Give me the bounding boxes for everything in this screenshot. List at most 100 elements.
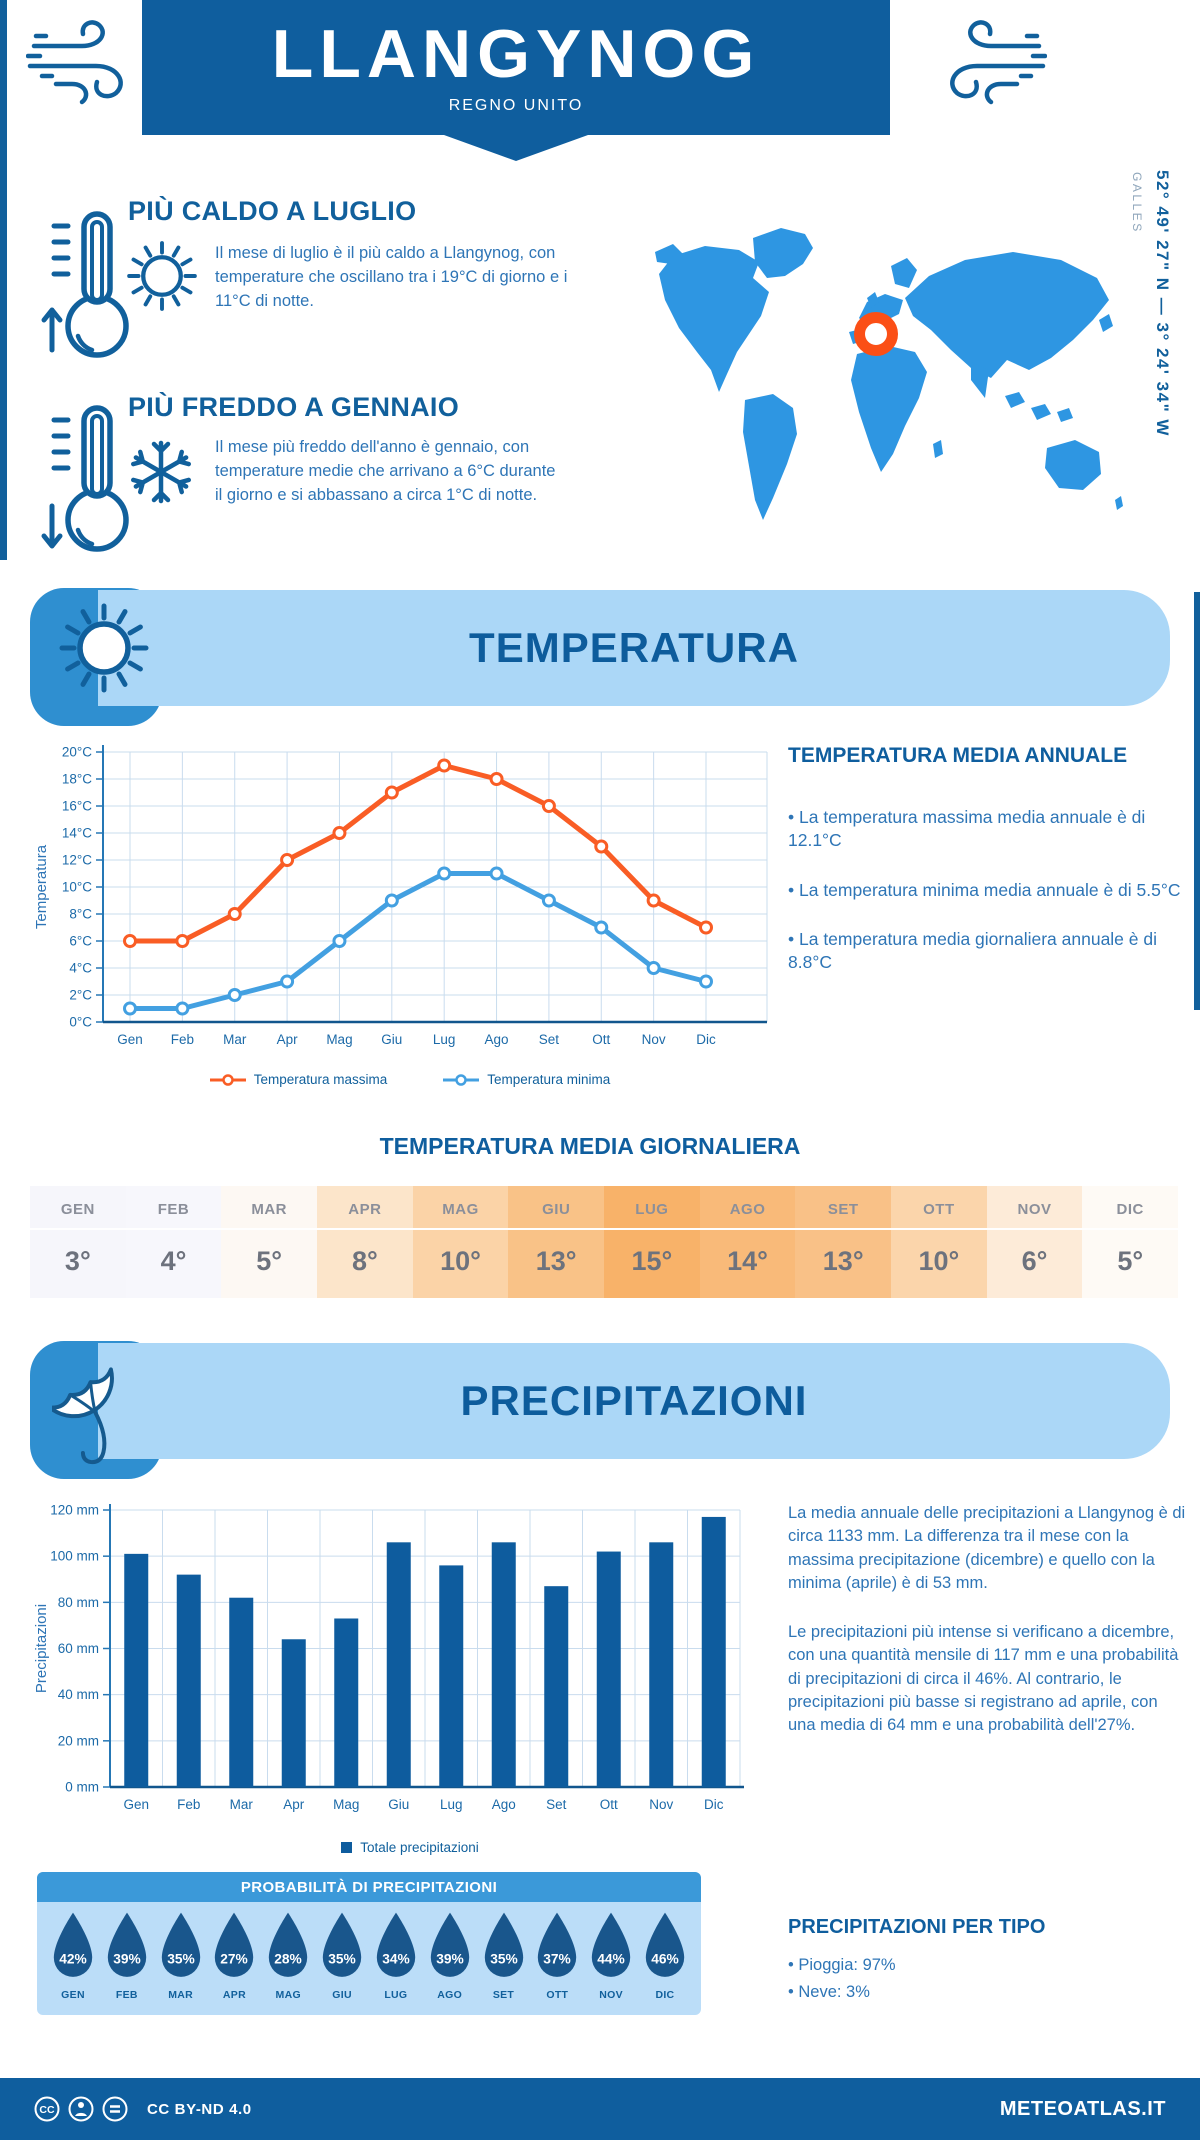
annual-temperature-bullets: • La temperatura massima media annuale è… [788, 806, 1186, 1000]
legend-item: Temperatura massima [209, 1072, 387, 1087]
precipitation-banner-title: PRECIPITAZIONI [460, 1377, 808, 1424]
svg-text:CC: CC [39, 2104, 55, 2116]
svg-text:20°C: 20°C [62, 745, 92, 760]
svg-text:20 mm: 20 mm [58, 1733, 99, 1748]
month-column: GEN 3° [30, 1186, 126, 1298]
page-title: LLANGYNOG [271, 16, 761, 92]
svg-text:Dic: Dic [696, 1032, 716, 1047]
thermometer-up-icon [41, 211, 129, 358]
snowflake-icon [131, 440, 191, 504]
svg-text:6°C: 6°C [69, 934, 92, 949]
svg-text:2°C: 2°C [69, 988, 92, 1003]
svg-text:0°C: 0°C [69, 1015, 92, 1030]
svg-text:18°C: 18°C [62, 772, 92, 787]
raindrop-icon: 35% SET [478, 1910, 530, 2001]
sun-icon [127, 241, 197, 311]
month-value: 4° [125, 1228, 222, 1298]
svg-text:39%: 39% [113, 1952, 141, 1967]
svg-text:44%: 44% [597, 1952, 625, 1967]
svg-text:Ott: Ott [600, 1797, 618, 1812]
wind-icon [26, 20, 123, 105]
sun-icon [59, 603, 149, 693]
precipitation-type-bullets: • Pioggia: 97% • Neve: 3% [788, 1952, 896, 2006]
line-chart-legend: Temperatura massima Temperatura minima [30, 1072, 790, 1087]
svg-text:35%: 35% [328, 1952, 356, 1967]
svg-text:42%: 42% [59, 1952, 87, 1967]
month-label: OTT [923, 1201, 955, 1218]
legend-item: Temperatura minima [443, 1072, 610, 1087]
raindrop-icon: 44% NOV [585, 1910, 637, 2001]
drop-month-label: APR [222, 1989, 246, 2001]
svg-text:Set: Set [539, 1032, 560, 1047]
umbrella-icon [52, 1367, 114, 1465]
month-value: 8° [317, 1228, 413, 1298]
svg-text:Set: Set [546, 1797, 567, 1812]
raindrop-icon: 35% GIU [316, 1910, 368, 2001]
svg-text:Mar: Mar [223, 1032, 247, 1047]
month-label: LUG [635, 1201, 669, 1218]
svg-text:80 mm: 80 mm [58, 1595, 99, 1610]
svg-text:14°C: 14°C [62, 826, 92, 841]
svg-text:28%: 28% [274, 1952, 302, 1967]
annual-temperature-heading: TEMPERATURA MEDIA ANNUALE [788, 744, 1128, 767]
raindrop-icon: 42% GEN [47, 1910, 99, 2001]
svg-text:Mag: Mag [333, 1797, 359, 1812]
svg-text:Feb: Feb [177, 1797, 200, 1812]
svg-text:4°C: 4°C [69, 961, 92, 976]
license-label: CC BY-ND 4.0 [147, 2100, 252, 2118]
type-bullet: • Neve: 3% [788, 1983, 870, 2002]
month-column: FEB 4° [125, 1186, 222, 1298]
footer-bar: CC CC BY-ND 4.0 METEOATLAS.IT [0, 2078, 1200, 2140]
svg-text:16°C: 16°C [62, 799, 92, 814]
drop-month-label: GEN [61, 1989, 85, 2001]
drop-month-label: OTT [546, 1989, 569, 2001]
right-border-rule [1194, 592, 1200, 1010]
svg-text:Mag: Mag [326, 1032, 352, 1047]
svg-text:12°C: 12°C [62, 853, 92, 868]
month-column: APR 8° [317, 1186, 413, 1298]
bar-chart-legend: Totale precipitazioni [30, 1840, 790, 1855]
month-column: DIC 5° [1082, 1186, 1179, 1298]
header-banner: LLANGYNOG REGNO UNITO [142, 0, 890, 135]
legend-label: Totale precipitazioni [360, 1840, 479, 1855]
drop-month-label: AGO [437, 1989, 463, 2001]
month-value: 10° [412, 1228, 509, 1298]
svg-text:39%: 39% [436, 1952, 464, 1967]
svg-text:27%: 27% [221, 1952, 249, 1967]
month-value: 5° [1082, 1228, 1179, 1298]
raindrop-icon: 39% AGO [424, 1910, 476, 2001]
temperature-line-chart: 0°C 2°C 4°C 6°C 8°C 10°C 12°C 14°C 16°C 18°C 20°C G… [33, 745, 768, 1047]
annual-bullet: • La temperatura minima media annuale è … [788, 879, 1181, 900]
coldest-month-text: Il mese più freddo dell'anno è gennaio, … [215, 438, 556, 504]
svg-text:Temperatura: Temperatura [33, 844, 50, 929]
svg-text:40 mm: 40 mm [58, 1687, 99, 1702]
drop-month-label: GIU [332, 1989, 352, 2001]
month-value: 6° [986, 1228, 1083, 1298]
month-value: 10° [891, 1228, 987, 1298]
month-label: MAR [251, 1201, 288, 1218]
probability-panel-title: PROBABILITÀ DI PRECIPITAZIONI [37, 1872, 701, 1902]
coordinates-label: 52° 49' 27" N — 3° 24' 34" W [1153, 170, 1172, 437]
legend-swatch [341, 1842, 353, 1853]
month-label: FEB [157, 1201, 190, 1218]
wind-icon [950, 20, 1047, 105]
month-label: APR [348, 1201, 382, 1218]
svg-text:8°C: 8°C [69, 907, 92, 922]
svg-text:Ott: Ott [592, 1032, 610, 1047]
svg-text:Nov: Nov [642, 1032, 666, 1047]
region-label: GALLES [1130, 172, 1144, 234]
raindrop-icon: 37% OTT [531, 1910, 583, 2001]
precipitation-type-heading: PRECIPITAZIONI PER TIPO [788, 1916, 1046, 1938]
month-column: GIU 13° [508, 1186, 605, 1298]
warmest-month-heading: PIÙ CALDO A LUGLIO [128, 196, 417, 226]
svg-text:34%: 34% [382, 1952, 410, 1967]
month-label: MAG [442, 1201, 479, 1218]
raindrop-icon: 35% MAR [155, 1910, 207, 2001]
precipitation-bar-chart: 0 mm 20 mm 40 mm 60 mm 80 mm 100 mm 120 mm Prec… [33, 1503, 744, 1812]
svg-text:Lug: Lug [440, 1797, 463, 1812]
svg-text:Dic: Dic [704, 1797, 724, 1812]
precipitation-probability-panel: PROBABILITÀ DI PRECIPITAZIONI 42% GEN 39% F… [37, 1872, 701, 2015]
svg-text:Precipitazioni: Precipitazioni [33, 1604, 50, 1693]
svg-text:Giu: Giu [388, 1797, 409, 1812]
coldest-month-heading: PIÙ FREDDO A GENNAIO [128, 392, 460, 422]
